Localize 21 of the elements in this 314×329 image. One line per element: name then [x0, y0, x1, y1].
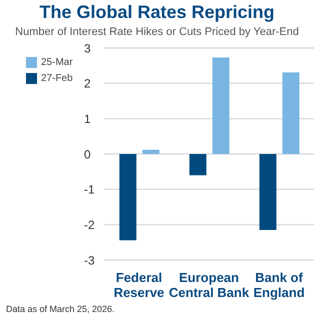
y-tick-label: -2: [84, 218, 95, 232]
x-tick-label: European Central Bank: [168, 270, 250, 300]
y-tick-label: -3: [84, 253, 95, 268]
bar: [189, 154, 206, 176]
bar: [119, 154, 136, 240]
x-tick-label: Federal Reserve: [114, 270, 164, 300]
bar: [282, 72, 300, 154]
chart-title: The Global Rates Repricing: [38, 2, 276, 23]
bar: [259, 154, 276, 230]
y-tick-label: 3: [84, 41, 91, 56]
legend-label: 27-Feb: [41, 73, 73, 84]
y-tick-label: 2: [84, 76, 91, 91]
bar: [212, 58, 230, 154]
legend-label: 25-Mar: [41, 57, 73, 68]
y-tick-label: 1: [84, 112, 91, 126]
x-tick-label: Bank of England: [253, 270, 305, 300]
y-tick-label: 0: [84, 147, 91, 162]
chart-subtitle: Number of Interest Rate Hikes or Cuts Priced by Year-End: [14, 26, 300, 38]
bar: [142, 150, 160, 154]
text: Data as of March 25, 2026.: [6, 304, 116, 314]
y-tick-label: -1: [84, 182, 95, 197]
